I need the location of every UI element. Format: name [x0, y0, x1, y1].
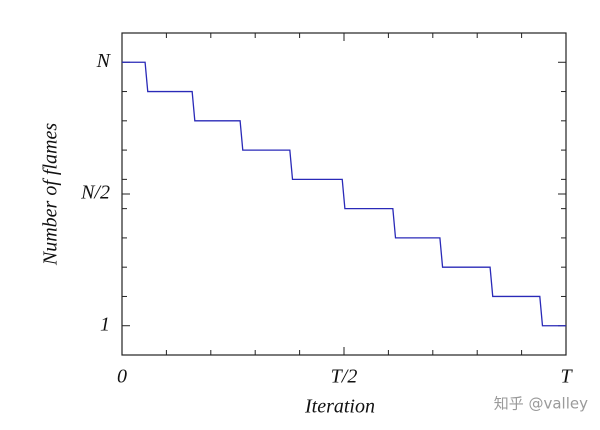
- x-tick-label: T: [560, 366, 573, 388]
- x-tick-label: 0: [117, 366, 127, 388]
- y-tick-label: N: [96, 50, 112, 72]
- watermark: 知乎 @valley: [494, 395, 588, 413]
- x-axis-label: Iteration: [304, 396, 375, 418]
- y-axis-label: Number of flames: [40, 123, 62, 266]
- step-line: [122, 61, 566, 327]
- y-tick-label: 1: [100, 313, 110, 335]
- x-tick-label: T/2: [331, 366, 358, 388]
- y-tick-label: N/2: [80, 182, 110, 204]
